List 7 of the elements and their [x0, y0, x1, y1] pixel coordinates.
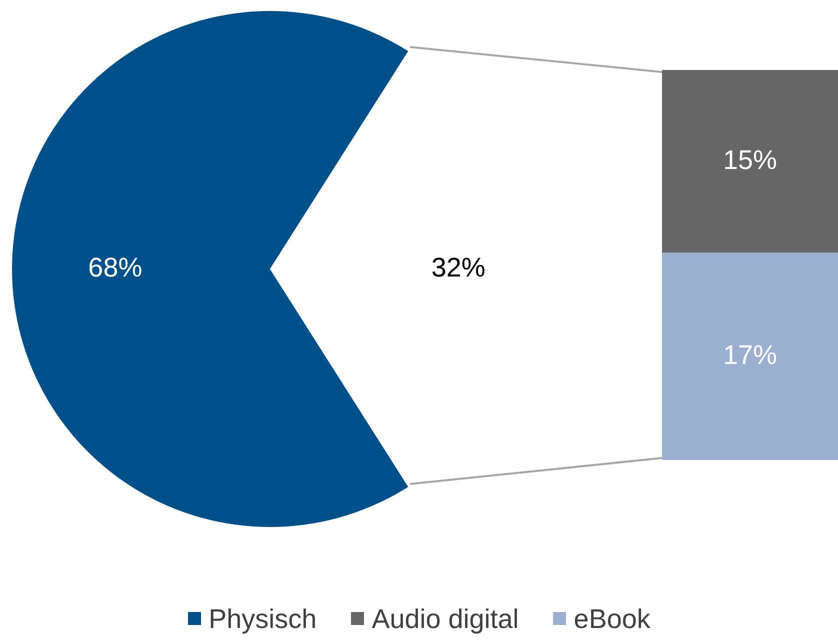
legend-label: Physisch [208, 604, 317, 635]
data-label: 68% [88, 252, 142, 282]
data-label: 17% [722, 340, 778, 370]
legend-label: Audio digital [370, 604, 519, 635]
data-label: 15% [722, 144, 778, 175]
legend-label: eBook [572, 604, 650, 635]
data-label: 32% [431, 252, 486, 282]
